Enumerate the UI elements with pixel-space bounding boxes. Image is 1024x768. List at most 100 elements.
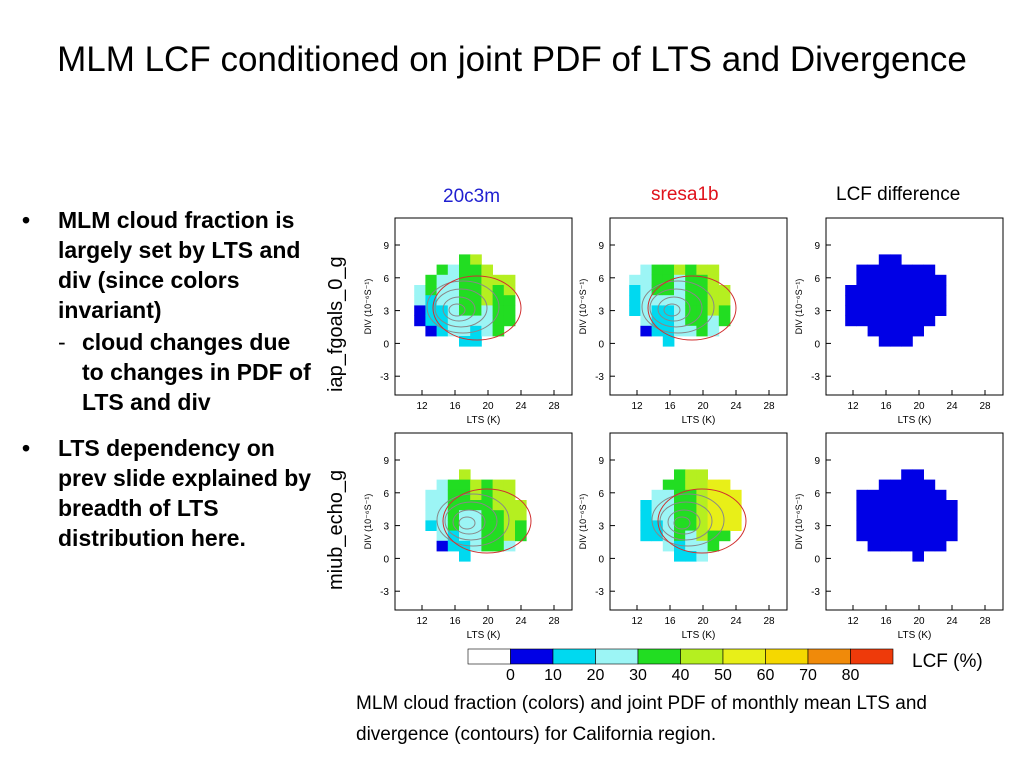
bullet-dot-icon: •	[22, 207, 31, 233]
cloud-fraction-cell	[878, 489, 891, 501]
colorbar-tick-label: 80	[842, 667, 860, 684]
cloud-fraction-cell	[459, 520, 471, 531]
cloud-fraction-cell	[481, 500, 493, 511]
cloud-fraction-cell	[640, 295, 652, 306]
cloud-fraction-cell	[674, 315, 686, 327]
x-axis-label: LTS (K)	[467, 415, 501, 426]
colorbar-tick-label: 60	[757, 667, 775, 684]
colorbar-swatch	[552, 648, 596, 665]
cloud-fraction-cell	[414, 295, 426, 306]
x-tick-label: 24	[515, 616, 527, 627]
cloud-fraction-cell	[730, 500, 742, 511]
cloud-fraction-cell	[923, 489, 936, 501]
cloud-fraction-cell	[856, 489, 868, 501]
cloud-fraction-cell	[685, 489, 697, 501]
cloud-fraction-cell	[503, 530, 516, 542]
colorbar-label: LCF (%)	[912, 651, 983, 672]
cloud-fraction-cell	[503, 305, 516, 316]
cloud-fraction-cell	[674, 500, 686, 511]
column-header-sresa1b: sresa1b	[651, 184, 719, 205]
cloud-fraction-cell	[696, 479, 708, 491]
cloud-fraction-cell	[674, 551, 686, 562]
colorbar: 0 10 20 30 40 50 60 70 80	[467, 648, 894, 684]
cloud-fraction-cell	[662, 540, 675, 552]
cloud-fraction-cell	[934, 295, 947, 306]
cloud-fraction-cell	[425, 520, 437, 531]
cloud-fraction-cell	[867, 285, 880, 296]
cloud-fraction-cell	[503, 285, 516, 296]
cloud-fraction-cell	[878, 295, 891, 306]
cloud-fraction-cell	[867, 520, 880, 531]
bullet-item: • LTS dependency on prev slide explained…	[22, 433, 312, 553]
bullet-dot-icon: •	[22, 435, 31, 461]
cloud-fraction-cell	[651, 305, 664, 316]
cloud-fraction-cell	[470, 336, 482, 347]
pdf-contour	[432, 275, 522, 341]
cloud-fraction-cell	[674, 510, 686, 521]
cloud-fraction-cell	[934, 285, 947, 296]
x-tick-label: 20	[913, 616, 925, 627]
cloud-fraction-cell	[912, 489, 924, 501]
cloud-fraction-cell	[447, 500, 460, 511]
cloud-fraction-cell	[662, 305, 675, 316]
cloud-fraction-cell	[856, 305, 868, 316]
x-tick-label: 20	[913, 401, 925, 412]
cloud-fraction-cell	[662, 264, 675, 276]
cloud-fraction-cell	[492, 479, 505, 491]
cloud-fraction-cell	[640, 325, 652, 337]
y-tick-label: 3	[598, 307, 604, 318]
cloud-fraction-cell	[447, 305, 460, 316]
cloud-fraction-cell	[912, 530, 924, 542]
cloud-fraction-cell	[878, 325, 891, 337]
cloud-fraction-cell	[447, 274, 460, 286]
cloud-fraction-cell	[890, 540, 902, 552]
pdf-contour	[444, 501, 498, 541]
cloud-fraction-cell	[436, 325, 449, 337]
y-tick-label: 3	[814, 522, 820, 533]
cloud-fraction-cell	[629, 274, 641, 286]
x-tick-label: 16	[880, 616, 892, 627]
x-tick-label: 28	[763, 616, 775, 627]
cloud-fraction-cell	[890, 305, 902, 316]
figure-caption: MLM cloud fraction (colors) and joint PD…	[356, 693, 927, 745]
cloud-fraction-cell	[447, 510, 460, 521]
cloud-fraction-cell	[470, 305, 482, 316]
cloud-fraction-cell	[685, 479, 697, 491]
cloud-fraction-cell	[436, 489, 449, 501]
cloud-fraction-cell	[923, 315, 936, 327]
y-tick-label: 0	[383, 554, 389, 565]
colorbar-swatch	[510, 648, 554, 665]
colorbar-tick-label: 40	[672, 667, 690, 684]
cloud-fraction-cell	[901, 305, 913, 316]
cloud-fraction-cell	[651, 264, 664, 276]
cloud-fraction-cell	[707, 510, 720, 521]
cloud-fraction-cell	[503, 274, 516, 286]
y-axis-label: DIV (10⁻⁶S⁻¹)	[578, 494, 588, 550]
cloud-fraction-cell	[696, 520, 708, 531]
cloud-fraction-cell	[481, 295, 493, 306]
cloud-fraction-cell	[934, 520, 947, 531]
bullet-text: LTS dependency on prev slide explained b…	[58, 435, 312, 551]
cloud-fraction-cell	[718, 530, 731, 542]
cloud-fraction-cell	[436, 305, 449, 316]
cloud-fraction-cell	[707, 489, 720, 501]
cloud-fraction-cell	[707, 500, 720, 511]
cloud-fraction-cell	[923, 305, 936, 316]
cloud-fraction-cell	[946, 530, 958, 542]
cloud-fraction-cell	[470, 520, 482, 531]
cloud-fraction-cell	[845, 305, 857, 316]
y-tick-label: 0	[814, 554, 820, 565]
cloud-fraction-cell	[878, 305, 891, 316]
cloud-fraction-cell	[414, 315, 426, 327]
y-tick-label: 6	[598, 274, 604, 285]
cloud-fraction-cell	[856, 264, 868, 276]
colorbar-tick-label: 30	[629, 667, 647, 684]
cloud-fraction-cell	[629, 295, 641, 306]
cloud-fraction-cell	[901, 520, 913, 531]
cloud-fraction-cell	[718, 510, 731, 521]
cloud-fraction-cell	[685, 520, 697, 531]
cloud-fraction-cell	[662, 510, 675, 521]
cloud-fraction-cell	[685, 469, 697, 480]
cloud-fraction-cell	[878, 315, 891, 327]
cloud-fraction-cell	[425, 510, 437, 521]
